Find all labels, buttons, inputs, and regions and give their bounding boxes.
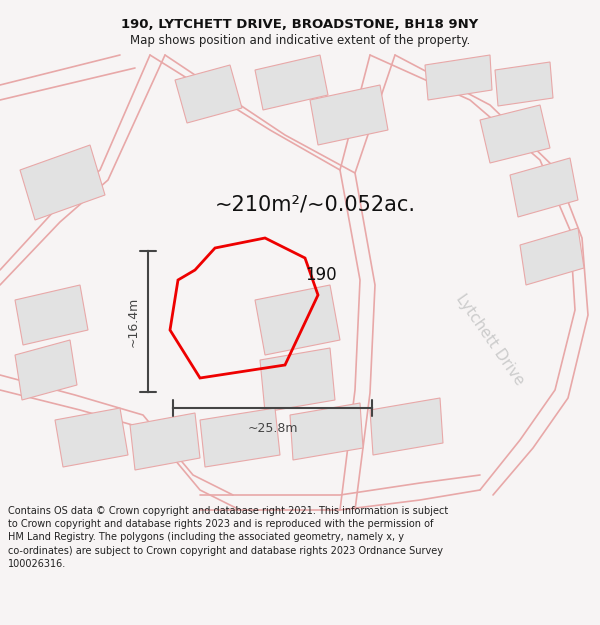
Polygon shape	[520, 228, 584, 285]
Polygon shape	[310, 85, 388, 145]
Polygon shape	[175, 65, 242, 123]
Text: ~16.4m: ~16.4m	[127, 296, 140, 347]
Polygon shape	[290, 403, 363, 460]
Polygon shape	[510, 158, 578, 217]
Polygon shape	[495, 62, 553, 106]
Text: Map shows position and indicative extent of the property.: Map shows position and indicative extent…	[130, 34, 470, 47]
Text: 190: 190	[305, 266, 337, 284]
Text: 190, LYTCHETT DRIVE, BROADSTONE, BH18 9NY: 190, LYTCHETT DRIVE, BROADSTONE, BH18 9N…	[121, 18, 479, 31]
Polygon shape	[260, 348, 335, 412]
Text: ~210m²/~0.052ac.: ~210m²/~0.052ac.	[215, 195, 416, 215]
Polygon shape	[480, 105, 550, 163]
Polygon shape	[20, 145, 105, 220]
Polygon shape	[255, 285, 340, 355]
Text: ~25.8m: ~25.8m	[247, 422, 298, 435]
Text: Lytchett Drive: Lytchett Drive	[453, 292, 527, 388]
Text: Contains OS data © Crown copyright and database right 2021. This information is : Contains OS data © Crown copyright and d…	[8, 506, 448, 569]
Polygon shape	[200, 408, 280, 467]
Polygon shape	[370, 398, 443, 455]
Polygon shape	[15, 285, 88, 345]
Polygon shape	[55, 408, 128, 467]
Polygon shape	[130, 413, 200, 470]
Polygon shape	[15, 340, 77, 400]
Polygon shape	[425, 55, 492, 100]
Polygon shape	[255, 55, 328, 110]
